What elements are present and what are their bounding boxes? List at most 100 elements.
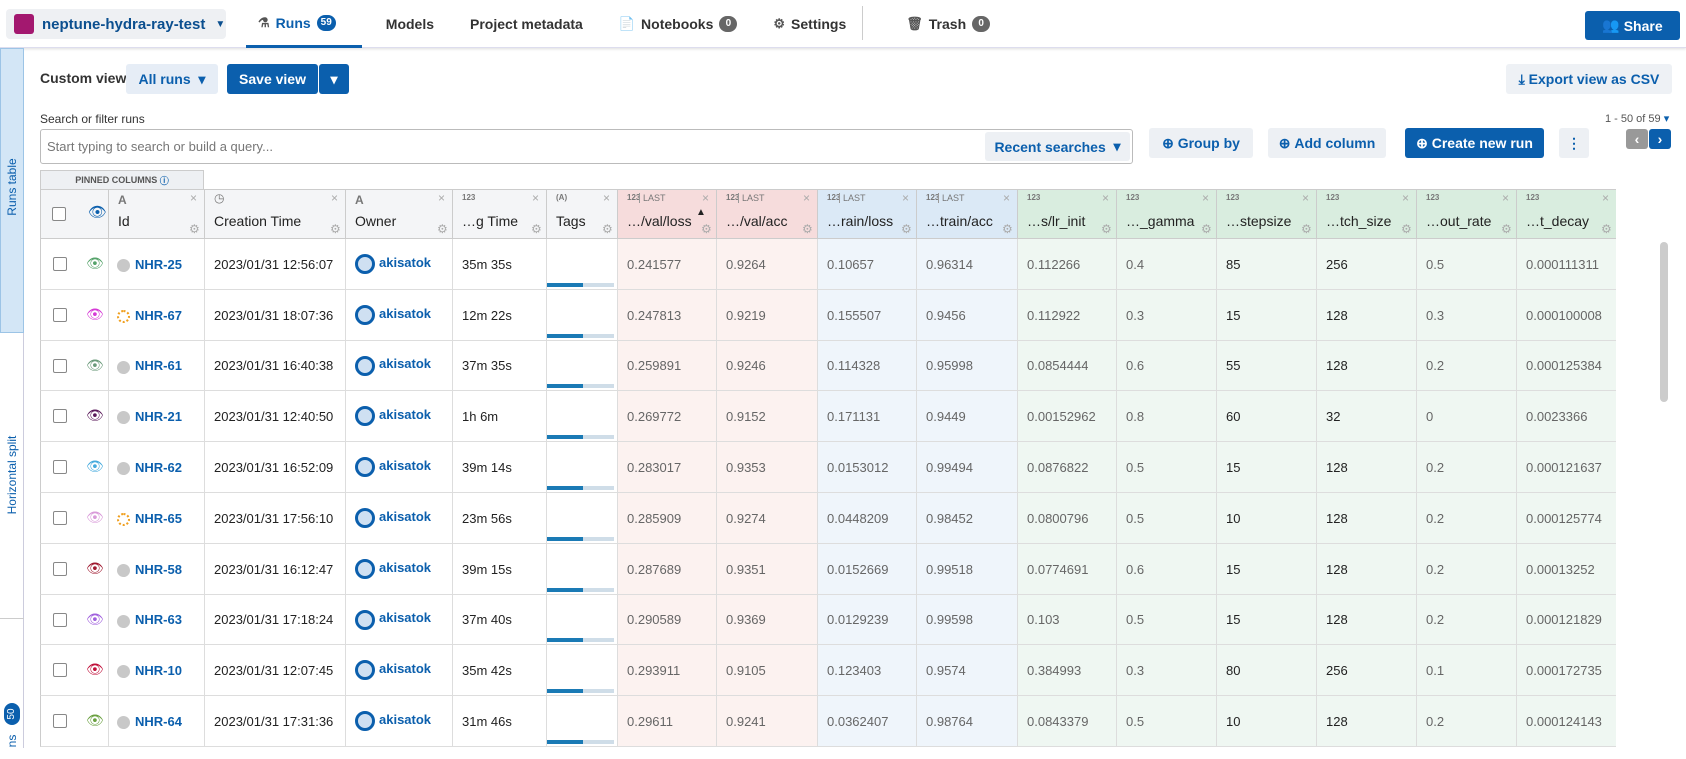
column-settings[interactable]: ⚙: [701, 222, 712, 236]
column-title[interactable]: …s/lr_init: [1027, 213, 1086, 229]
owner[interactable]: akisatok: [379, 610, 432, 626]
column-title[interactable]: Owner: [355, 213, 397, 229]
column-settings[interactable]: ⚙: [1201, 222, 1212, 236]
column-title[interactable]: …/val/acc: [726, 213, 788, 229]
eye-toggle[interactable]: 👁: [86, 458, 104, 475]
column-close[interactable]: ×: [1402, 191, 1410, 205]
column-settings[interactable]: ⚙: [802, 222, 813, 236]
column-close[interactable]: ×: [1202, 191, 1210, 205]
run-id[interactable]: NHR-67: [135, 307, 182, 323]
column-close[interactable]: ×: [902, 191, 910, 205]
add-column-button[interactable]: ⊕ Add column: [1268, 128, 1386, 158]
eye-toggle[interactable]: 👁: [86, 712, 104, 729]
owner[interactable]: akisatok: [379, 407, 432, 423]
column-close[interactable]: ×: [702, 191, 710, 205]
sidebar-tab-active[interactable]: [0, 48, 24, 333]
column-close[interactable]: ×: [1602, 191, 1610, 205]
column-close[interactable]: ×: [803, 191, 811, 205]
column-close[interactable]: ×: [1102, 191, 1110, 205]
select-all[interactable]: [52, 207, 66, 221]
owner[interactable]: akisatok: [379, 356, 432, 372]
row-checkbox[interactable]: [53, 612, 67, 627]
row-checkbox[interactable]: [53, 409, 67, 424]
column-title[interactable]: …out_rate: [1426, 213, 1492, 229]
column-settings[interactable]: ⚙: [1101, 222, 1112, 236]
run-id[interactable]: NHR-10: [135, 663, 182, 679]
nav-tab[interactable]: ⚗ Runs 59: [246, 0, 362, 48]
nav-tab[interactable]: 📄 Notebooks 0: [619, 0, 738, 48]
column-settings[interactable]: ⚙: [1501, 222, 1512, 236]
column-title[interactable]: …tch_size: [1326, 213, 1392, 229]
recent-searches[interactable]: Recent searches ▾: [985, 132, 1130, 161]
row-checkbox[interactable]: [53, 460, 67, 475]
column-close[interactable]: ×: [1003, 191, 1011, 205]
column-close[interactable]: ×: [1502, 191, 1510, 205]
column-title[interactable]: Creation Time: [214, 213, 302, 229]
column-settings[interactable]: ⚙: [531, 222, 542, 236]
eye-toggle[interactable]: 👁: [86, 255, 104, 271]
group-by-button[interactable]: ⊕ Group by: [1149, 128, 1253, 158]
nav-tab[interactable]: ⚙ Settings: [773, 0, 846, 48]
row-checkbox[interactable]: [53, 663, 67, 678]
column-title[interactable]: Id: [118, 213, 130, 229]
run-id[interactable]: NHR-62: [135, 460, 182, 476]
owner[interactable]: akisatok: [379, 508, 432, 524]
save-view-menu[interactable]: ▾: [319, 64, 349, 94]
column-title[interactable]: …stepsize: [1226, 213, 1292, 229]
row-checkbox[interactable]: [53, 358, 67, 373]
search-box[interactable]: Start typing to search or build a query.…: [40, 129, 1133, 164]
run-id[interactable]: NHR-64: [135, 714, 182, 730]
sidebar-tab[interactable]: Runs table: [5, 158, 19, 216]
eye-toggle[interactable]: 👁: [86, 559, 104, 576]
column-title[interactable]: …t_decay: [1526, 213, 1590, 229]
save-view-button[interactable]: Save view: [227, 64, 318, 94]
export-button[interactable]: ⤓ Export view as CSV: [1506, 64, 1672, 94]
column-settings[interactable]: ⚙: [1301, 222, 1312, 236]
more-button[interactable]: ⋮: [1559, 128, 1589, 158]
column-settings[interactable]: ⚙: [1401, 222, 1412, 236]
column-settings[interactable]: ⚙: [330, 222, 341, 236]
column-close[interactable]: ×: [190, 191, 198, 205]
next-page[interactable]: ›: [1649, 129, 1671, 149]
nav-tab[interactable]: Project metadata: [470, 0, 583, 48]
owner[interactable]: akisatok: [379, 712, 432, 728]
row-checkbox[interactable]: [53, 307, 67, 322]
column-title[interactable]: …rain/loss: [827, 213, 894, 229]
column-title[interactable]: …train/acc: [926, 213, 993, 229]
run-id[interactable]: NHR-58: [135, 561, 182, 577]
column-settings[interactable]: ⚙: [901, 222, 912, 236]
owner[interactable]: akisatok: [379, 661, 432, 677]
column-settings[interactable]: ⚙: [437, 222, 448, 236]
column-title[interactable]: …_gamma: [1126, 213, 1195, 229]
sidebar-tab[interactable]: ns: [5, 734, 19, 748]
column-settings[interactable]: ⚙: [1002, 222, 1013, 236]
column-close[interactable]: ×: [1302, 191, 1310, 205]
run-id[interactable]: NHR-25: [135, 256, 182, 272]
eye-toggle[interactable]: 👁: [86, 407, 104, 424]
owner[interactable]: akisatok: [379, 559, 432, 575]
view-select[interactable]: All runs ▾: [126, 64, 218, 94]
column-close[interactable]: ×: [438, 191, 446, 205]
owner[interactable]: akisatok: [379, 254, 432, 270]
create-run-button[interactable]: ⊕ Create new run: [1405, 128, 1544, 158]
nav-tab[interactable]: 🗑 Trash 0: [906, 0, 991, 48]
nav-tab[interactable]: Models: [386, 0, 434, 48]
row-checkbox[interactable]: [53, 511, 67, 525]
prev-page[interactable]: ‹: [1626, 129, 1648, 149]
column-close[interactable]: ×: [532, 191, 540, 205]
run-id[interactable]: NHR-21: [135, 409, 182, 425]
run-id[interactable]: NHR-61: [135, 358, 182, 374]
column-title[interactable]: …g Time: [462, 213, 519, 229]
column-close[interactable]: ×: [331, 191, 339, 205]
eye-toggle[interactable]: 👁: [86, 356, 104, 373]
eye-toggle[interactable]: 👁: [86, 610, 104, 627]
owner[interactable]: akisatok: [379, 458, 432, 474]
row-checkbox[interactable]: [53, 561, 67, 576]
share-button[interactable]: 👥 Share: [1585, 11, 1680, 40]
column-settings[interactable]: ⚙: [602, 222, 613, 236]
owner[interactable]: akisatok: [379, 305, 432, 321]
eye-toggle[interactable]: 👁: [86, 305, 104, 322]
row-checkbox[interactable]: [53, 714, 67, 729]
run-id[interactable]: NHR-63: [135, 612, 182, 628]
row-checkbox[interactable]: [53, 257, 67, 271]
